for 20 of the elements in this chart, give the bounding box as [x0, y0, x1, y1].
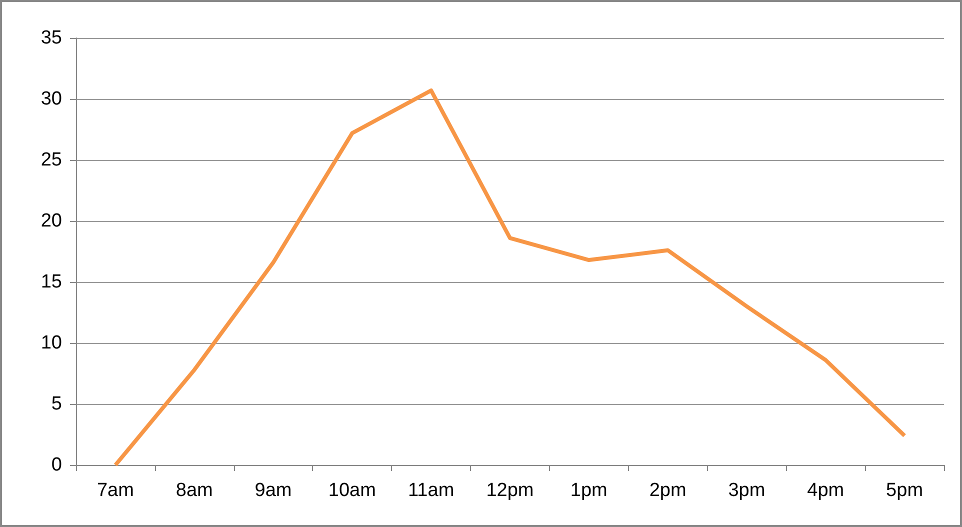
- y-tick-label: 25: [40, 150, 62, 170]
- x-tick-label: 2pm: [649, 480, 686, 501]
- y-tick-label: 10: [40, 332, 62, 354]
- y-tick-label: 20: [40, 210, 62, 232]
- x-tick-label: 10am: [328, 480, 376, 501]
- line-series: [113, 88, 907, 467]
- x-tick-label: 9am: [254, 480, 292, 501]
- x-tick-label: 12pm: [486, 480, 534, 501]
- x-tick-label: 3pm: [728, 480, 766, 501]
- y-tick-label: 0: [51, 454, 62, 476]
- x-tick-label: 1pm: [570, 480, 608, 501]
- x-tick-label: 4pm: [807, 480, 844, 501]
- y-tick-label: 5: [51, 394, 62, 414]
- x-tick-label: 8am: [176, 480, 213, 501]
- x-tick-label: 5pm: [886, 480, 924, 501]
- y-tick-label: 35: [40, 28, 62, 48]
- y-tick-label: 15: [40, 272, 62, 292]
- x-tick-label: 11am: [408, 480, 454, 501]
- y-tick-label: 30: [40, 88, 62, 110]
- x-tick-label: 7am: [96, 480, 134, 501]
